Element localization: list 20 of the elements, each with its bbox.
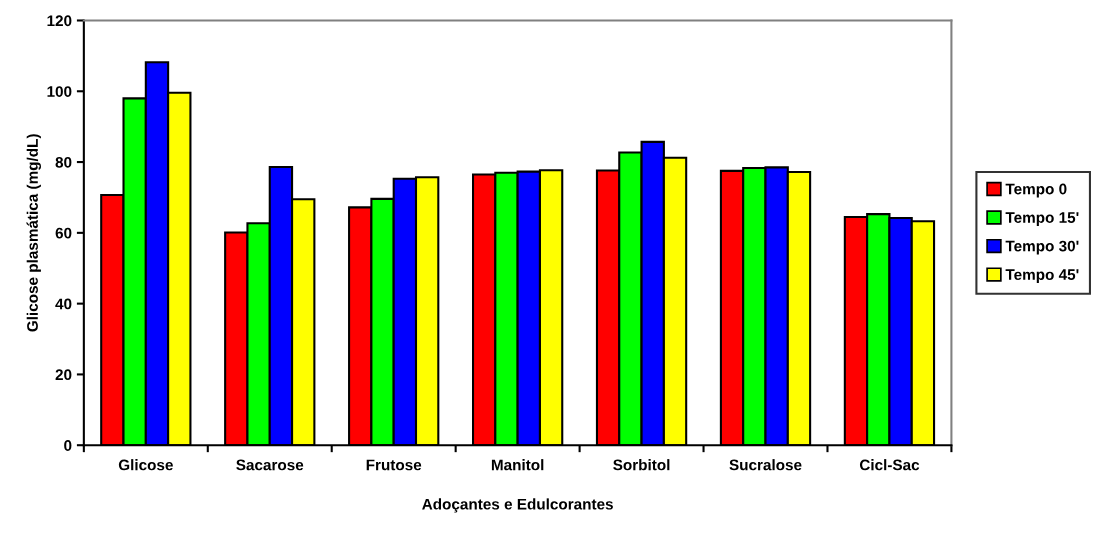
- x-axis-title: Adoçantes e Edulcorantes: [422, 498, 613, 513]
- x-tick-label: Sucralose: [729, 459, 802, 471]
- legend-label: Tempo 0: [1005, 183, 1067, 198]
- legend-label: Tempo 15': [1005, 212, 1079, 226]
- x-tick-label: Glicose: [118, 459, 173, 471]
- legend-label: Tempo 30': [1005, 240, 1079, 255]
- y-tick-label: 40: [55, 298, 72, 310]
- y-tick-label: 120: [47, 15, 72, 27]
- x-tick-label: Manitol: [491, 459, 544, 471]
- y-axis-title: Glicose plasmática (mg/dL): [26, 134, 41, 332]
- y-tick-label: 0: [64, 440, 72, 451]
- x-tick-label: Sacarose: [236, 459, 304, 471]
- x-tick-label: Frutose: [366, 459, 422, 471]
- x-tick-label: Cicl-Sac: [859, 459, 920, 471]
- legend-label: Tempo 45': [1005, 269, 1079, 284]
- y-tick-label: 100: [47, 86, 72, 97]
- y-tick-label: 60: [55, 227, 72, 239]
- y-tick-label: 20: [55, 369, 72, 381]
- x-tick-label: Sorbitol: [613, 459, 670, 471]
- y-tick-label: 80: [55, 156, 72, 168]
